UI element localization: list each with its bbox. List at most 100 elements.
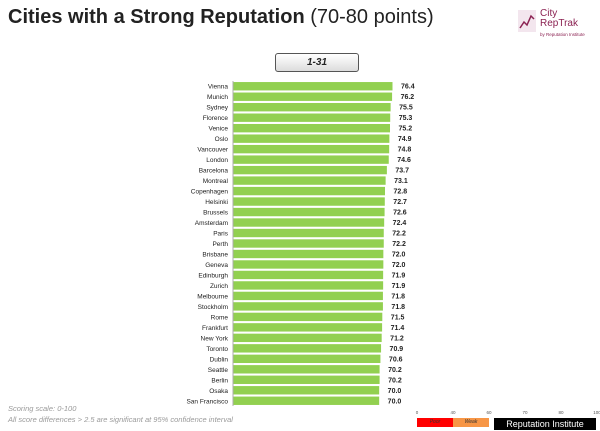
value-label: 71.8 (391, 304, 405, 311)
bar-perth (233, 239, 384, 248)
category-label: Paris (213, 231, 229, 238)
value-label: 75.5 (399, 105, 413, 112)
bar-amsterdam (233, 218, 385, 227)
value-label: 71.9 (392, 272, 406, 279)
value-label: 71.4 (391, 325, 405, 332)
category-label: Dublin (210, 356, 229, 363)
category-label: Frankfurt (202, 325, 228, 332)
value-label: 72.2 (392, 241, 406, 248)
value-label: 72.7 (393, 199, 407, 206)
scale-tick-label: 80 (558, 410, 564, 415)
scale-tick-label: 100 (593, 410, 600, 415)
category-label: San Francisco (186, 398, 228, 405)
category-label: Berlin (211, 377, 228, 384)
value-label: 70.0 (388, 398, 402, 405)
value-label: 70.9 (390, 346, 404, 353)
value-label: 74.9 (398, 136, 412, 143)
bar-dublin (233, 354, 381, 364)
scale-legend-ticks: 0 40 60 70 80 100 (415, 410, 600, 418)
bar-geneva (233, 260, 384, 269)
bar-seattle (233, 365, 380, 374)
bar-san-francisco (233, 396, 380, 405)
bar-zurich (233, 281, 384, 290)
bar-oslo (233, 134, 390, 143)
bar-montreal (233, 176, 386, 185)
category-label: New York (201, 335, 229, 342)
rank-range-label: 1-31 (275, 53, 359, 72)
scale-tick-label: 0 (415, 410, 419, 415)
footnote-scale: Scoring scale: 0-100 (8, 404, 77, 413)
value-label: 72.4 (393, 220, 407, 227)
category-label: Edinburgh (198, 272, 228, 279)
category-label: Montreal (203, 178, 229, 185)
category-label: Sydney (206, 105, 228, 112)
category-label: Vienna (208, 84, 229, 91)
category-label: Toronto (206, 346, 228, 353)
category-label: London (206, 157, 228, 164)
category-label: Venice (208, 126, 228, 133)
city-reptrak-logo: City RepTrak by Reputation Institute (516, 4, 594, 42)
category-label: Osaka (209, 388, 228, 395)
logo-tagline: by Reputation Institute (540, 32, 585, 37)
bar-melbourne (233, 291, 383, 301)
bar-edinburgh (233, 270, 384, 280)
reptrak-logo-icon (518, 10, 536, 32)
value-label: 72.8 (394, 189, 408, 196)
bar-rome (233, 312, 383, 322)
bar-munich (233, 92, 393, 101)
scale-tick-label: 40 (450, 410, 456, 415)
bar-frankfurt (233, 323, 383, 332)
bar-osaka (233, 386, 380, 395)
logo-text-reptrak: RepTrak (540, 18, 578, 29)
category-label: Oslo (215, 136, 229, 143)
bar-london (233, 155, 389, 164)
value-label: 70.2 (388, 377, 402, 384)
value-label: 71.5 (391, 314, 405, 321)
footnote-significance: All score differences > 2.5 are signific… (8, 415, 233, 424)
category-label: Brisbane (202, 251, 228, 258)
bar-venice (233, 123, 391, 133)
value-label: 70.0 (388, 388, 402, 395)
value-label: 70.6 (389, 356, 403, 363)
value-label: 71.8 (391, 293, 405, 300)
bar-toronto (233, 344, 382, 353)
category-label: Amsterdam (195, 220, 228, 227)
reputation-institute-brand: Reputation Institute (494, 418, 596, 430)
value-label: 76.4 (401, 84, 415, 91)
category-label: Seattle (208, 367, 229, 374)
bar-copenhagen (233, 186, 386, 196)
bar-vancouver (233, 144, 390, 154)
value-label: 71.9 (392, 283, 406, 290)
value-label: 70.2 (388, 367, 402, 374)
bar-florence (233, 113, 391, 122)
bar-stockholm (233, 302, 383, 311)
scale-segment: Weak (453, 418, 489, 427)
scale-tick-label: 60 (486, 410, 492, 415)
category-label: Geneva (205, 262, 228, 269)
bar-helsinki (233, 197, 385, 206)
value-label: 75.3 (399, 115, 413, 122)
value-label: 72.0 (392, 262, 406, 269)
category-label: Helsinki (205, 199, 228, 206)
category-label: Copenhagen (191, 189, 229, 196)
category-label: Munich (207, 94, 228, 101)
bar-brisbane (233, 249, 384, 259)
category-label: Stockholm (198, 304, 228, 311)
bar-vienna (233, 82, 393, 91)
value-label: 73.1 (394, 178, 408, 185)
category-label: Rome (211, 314, 229, 321)
bar-sydney (233, 103, 391, 112)
category-label: Florence (203, 115, 229, 122)
category-label: Brussels (203, 210, 229, 217)
category-label: Melbourne (197, 293, 228, 300)
bar-new-york (233, 333, 382, 343)
value-label: 72.6 (393, 210, 407, 217)
bar-brussels (233, 207, 385, 217)
value-label: 72.2 (392, 231, 406, 238)
value-label: 74.6 (397, 157, 411, 164)
category-label: Barcelona (199, 168, 229, 175)
category-label: Zurich (210, 283, 228, 290)
scale-tick-label: 70 (522, 410, 528, 415)
logo-text-city: City (540, 8, 558, 19)
